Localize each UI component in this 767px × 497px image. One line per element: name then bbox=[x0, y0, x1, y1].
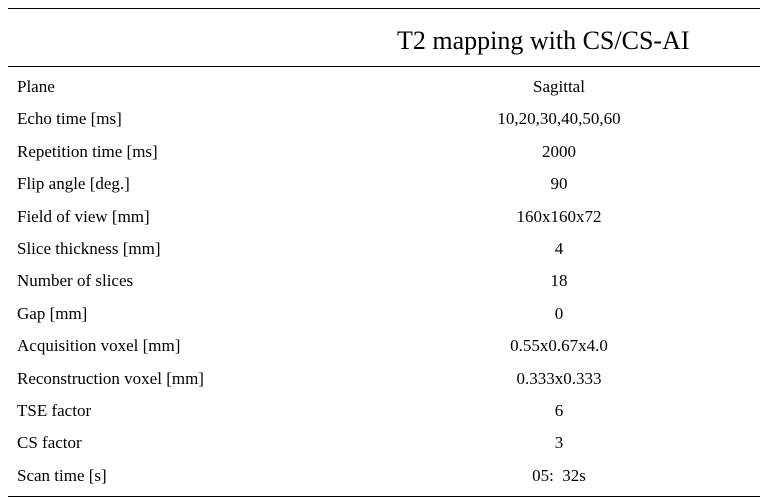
table-row: Echo time [ms] 10,20,30,40,50,60 bbox=[8, 103, 760, 135]
table-row: Field of view [mm] 160x160x72 bbox=[8, 201, 760, 233]
value-cell: 0.333x0.333 bbox=[516, 368, 602, 388]
value-cell: 0 bbox=[554, 303, 564, 323]
table-row: Plane Sagittal bbox=[8, 71, 760, 103]
table-row: CS factor 3 bbox=[8, 427, 760, 459]
table-row: TSE factor 6 bbox=[8, 395, 760, 427]
column-header-title: T2 mapping with CS/CS-AI bbox=[397, 26, 690, 55]
parameter-cell: Echo time [ms] bbox=[17, 109, 122, 129]
parameter-cell: Scan time [s] bbox=[17, 465, 107, 485]
value-cell: 05: 32s bbox=[532, 465, 586, 485]
value-cell: 90 bbox=[550, 174, 568, 194]
table-row: Gap [mm] 0 bbox=[8, 298, 760, 330]
parameter-cell: Acquisition voxel [mm] bbox=[17, 336, 181, 356]
parameter-cell: TSE factor bbox=[17, 400, 92, 420]
parameter-cell: Slice thickness [mm] bbox=[17, 238, 161, 258]
table-row: Number of slices 18 bbox=[8, 265, 760, 297]
value-cell: 4 bbox=[554, 238, 564, 258]
value-cell: 160x160x72 bbox=[516, 206, 602, 226]
parameter-cell: CS factor bbox=[17, 433, 82, 453]
parameter-cell: Plane bbox=[17, 77, 55, 96]
parameter-cell: Number of slices bbox=[17, 271, 134, 291]
table-row: Flip angle [deg.] 90 bbox=[8, 168, 760, 200]
parameter-cell: Gap [mm] bbox=[17, 303, 88, 323]
header-rule bbox=[8, 66, 760, 67]
table-body: Plane Sagittal Echo time [ms] 10,20,30,4… bbox=[8, 67, 760, 496]
value-cell: 2000 bbox=[542, 141, 576, 161]
table-row: Reconstruction voxel [mm] 0.333x0.333 bbox=[8, 363, 760, 395]
value-cell: 10,20,30,40,50,60 bbox=[497, 109, 621, 129]
parameter-table: T2 mapping with CS/CS-AI Plane Sagittal … bbox=[8, 8, 760, 497]
parameter-cell: Flip angle [deg.] bbox=[17, 174, 130, 194]
parameter-cell: Repetition time [ms] bbox=[17, 141, 158, 161]
table-row: Scan time [s] 05: 32s bbox=[8, 460, 760, 492]
value-cell: 3 bbox=[554, 433, 564, 453]
value-cell: Sagittal bbox=[533, 77, 585, 96]
table-header: T2 mapping with CS/CS-AI bbox=[8, 9, 760, 66]
table-row: Acquisition voxel [mm] 0.55x0.67x4.0 bbox=[8, 330, 760, 362]
parameter-cell: Reconstruction voxel [mm] bbox=[17, 368, 204, 388]
value-cell: 6 bbox=[554, 400, 564, 420]
value-cell: 0.55x0.67x4.0 bbox=[510, 336, 608, 356]
value-cell: 18 bbox=[550, 271, 568, 291]
top-rule bbox=[8, 8, 760, 9]
parameter-cell: Field of view [mm] bbox=[17, 206, 150, 226]
table-row: Repetition time [ms] 2000 bbox=[8, 136, 760, 168]
table-row: Slice thickness [mm] 4 bbox=[8, 233, 760, 265]
